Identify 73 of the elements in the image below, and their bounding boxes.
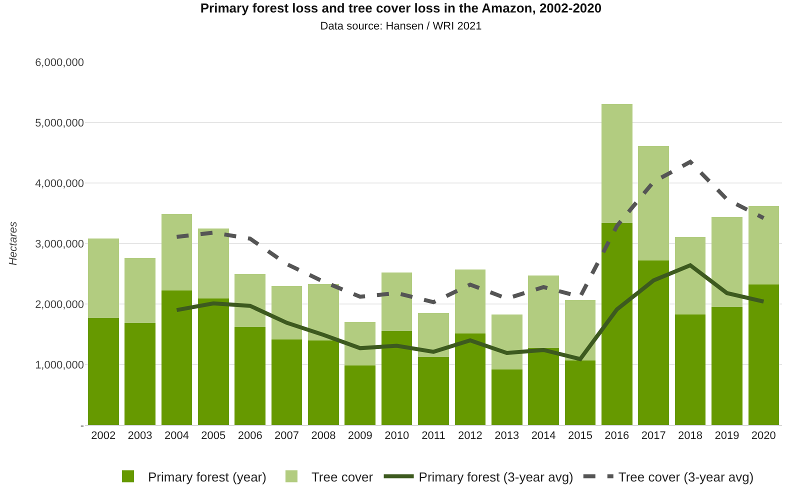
bar bbox=[234, 326, 266, 425]
bar bbox=[602, 104, 632, 223]
bar bbox=[638, 146, 670, 260]
bar bbox=[271, 340, 302, 425]
bar bbox=[198, 298, 229, 425]
bar bbox=[674, 236, 706, 314]
bar bbox=[161, 214, 192, 291]
x-tick-label: 2009 bbox=[348, 430, 372, 442]
bar bbox=[234, 274, 266, 327]
bar bbox=[381, 331, 412, 425]
bar bbox=[271, 286, 302, 340]
legend-label: Primary forest (year) bbox=[148, 469, 266, 484]
bar bbox=[344, 322, 376, 366]
bar bbox=[381, 272, 412, 332]
y-tick-label: 6,000,000 bbox=[35, 56, 84, 69]
bar bbox=[674, 314, 706, 425]
bar bbox=[124, 322, 156, 425]
y-tick-label: 5,000,000 bbox=[35, 117, 84, 130]
bar bbox=[748, 284, 780, 425]
y-tick-label: 3,000,000 bbox=[35, 238, 84, 250]
x-tick-label: 2008 bbox=[311, 430, 336, 442]
x-tick-label: 2014 bbox=[531, 430, 556, 442]
chart-subtitle: Data source: Hansen / WRI 2021 bbox=[320, 20, 482, 32]
bar bbox=[308, 284, 339, 340]
bar bbox=[638, 260, 670, 425]
line-series bbox=[174, 263, 766, 362]
bar bbox=[564, 360, 596, 425]
bar bbox=[88, 238, 119, 318]
bar bbox=[124, 258, 156, 323]
bar bbox=[602, 222, 632, 425]
x-tick-label: 2017 bbox=[641, 430, 666, 442]
bar bbox=[491, 314, 522, 370]
bar bbox=[712, 307, 742, 425]
line-series bbox=[174, 160, 766, 304]
bar bbox=[418, 313, 449, 358]
x-tick-label: 2018 bbox=[678, 430, 703, 442]
x-tick-label: 2006 bbox=[238, 430, 262, 442]
x-tick-label: 2002 bbox=[91, 430, 116, 442]
bar bbox=[344, 366, 376, 425]
y-tick-label: 4,000,000 bbox=[35, 178, 84, 190]
legend-label: Tree cover (3-year avg) bbox=[618, 469, 754, 484]
y-tick-label: - bbox=[80, 420, 84, 432]
legend-label: Primary forest (3-year avg) bbox=[418, 469, 574, 484]
bar bbox=[491, 369, 522, 425]
bar bbox=[88, 318, 119, 425]
bar bbox=[161, 290, 192, 425]
x-tick-label: 2010 bbox=[384, 430, 410, 442]
bar bbox=[528, 276, 559, 348]
x-tick-label: 2020 bbox=[751, 430, 776, 442]
bar bbox=[418, 357, 449, 425]
x-tick-label: 2015 bbox=[568, 430, 592, 442]
y-tick-label: 2,000,000 bbox=[35, 298, 84, 311]
x-tick-label: 2019 bbox=[714, 430, 740, 442]
chart-title: Primary forest loss and tree cover loss in the Amazon, 2002-2020 bbox=[200, 0, 602, 16]
bar bbox=[308, 340, 339, 425]
bar bbox=[454, 334, 486, 425]
bar bbox=[748, 206, 780, 285]
x-tick-label: 2003 bbox=[128, 430, 152, 442]
y-tick-label: 1,000,000 bbox=[35, 359, 84, 372]
x-tick-label: 2011 bbox=[422, 430, 446, 442]
x-tick-label: 2012 bbox=[458, 430, 482, 442]
x-tick-label: 2005 bbox=[201, 430, 226, 442]
x-tick-label: 2016 bbox=[604, 430, 630, 442]
x-tick-label: 2004 bbox=[164, 430, 189, 442]
bar bbox=[564, 300, 596, 360]
bar bbox=[528, 348, 559, 425]
y-axis-title: Hectares bbox=[8, 221, 20, 266]
bar bbox=[198, 228, 229, 299]
x-tick-label: 2007 bbox=[274, 430, 299, 442]
bar bbox=[454, 270, 486, 334]
legend-label: Tree cover bbox=[311, 469, 374, 484]
x-tick-label: 2013 bbox=[494, 430, 520, 442]
bar bbox=[712, 216, 742, 308]
